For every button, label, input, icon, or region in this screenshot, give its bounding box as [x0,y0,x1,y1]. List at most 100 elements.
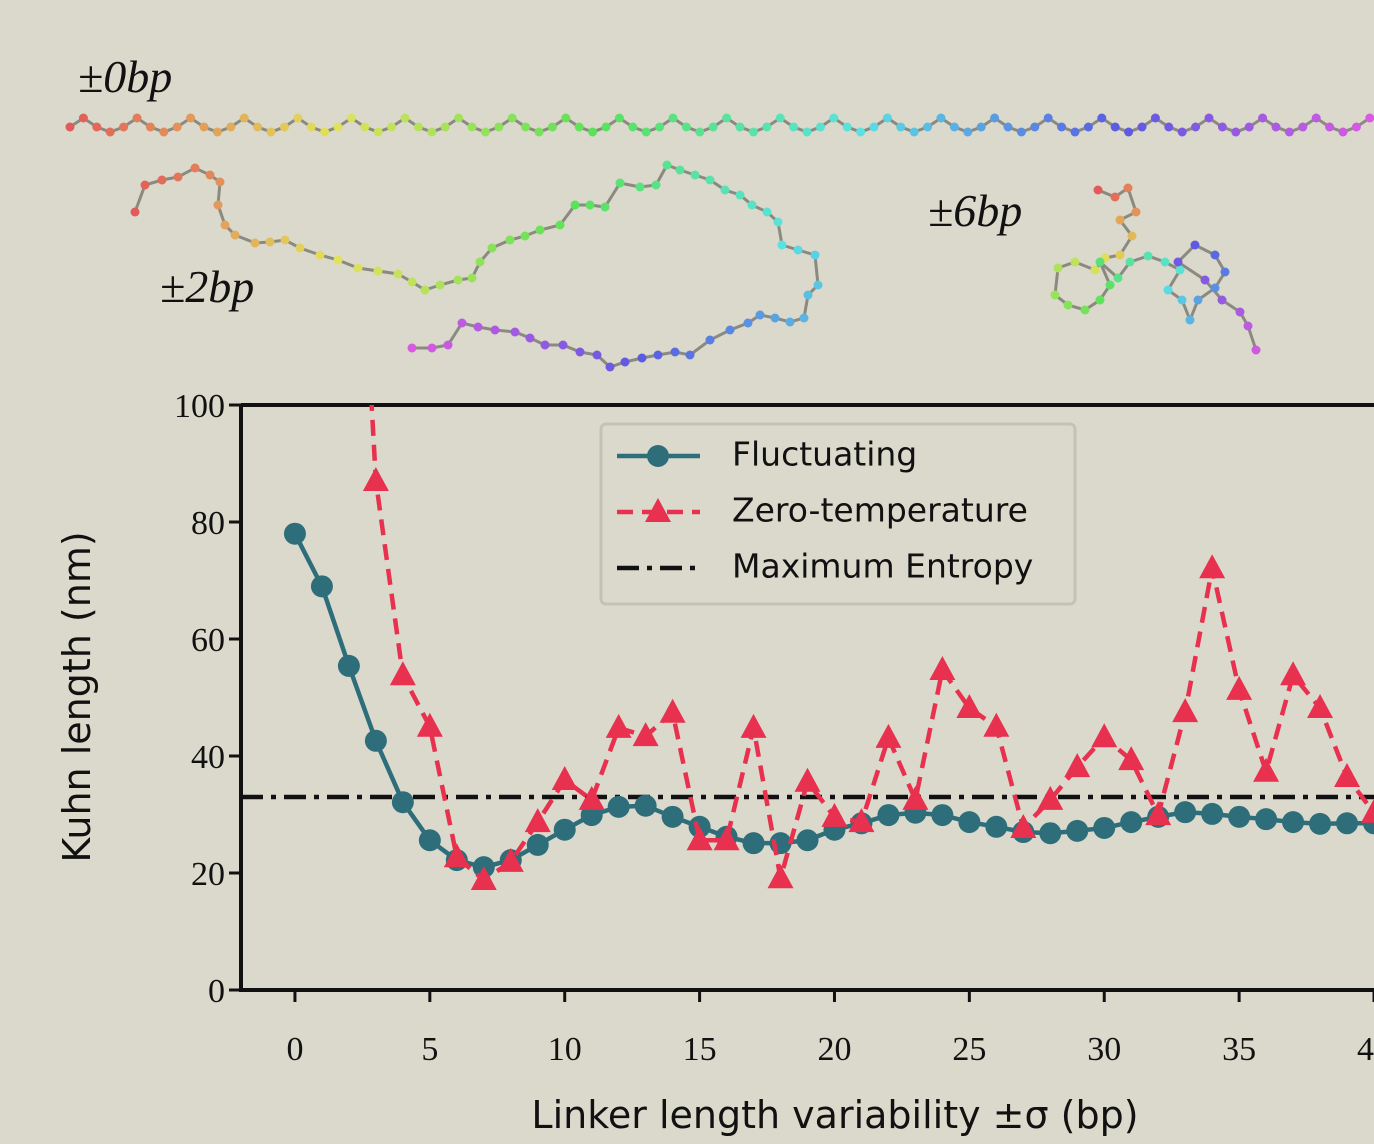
data-point [659,698,686,723]
polymer-bead [1210,283,1220,293]
polymer-bead [525,333,535,343]
polymer-bead [722,113,732,123]
polymer-bead [637,353,647,363]
data-point [713,826,740,851]
polymer-bead [635,182,645,192]
polymer-bead [1080,305,1090,315]
polymer-bead [705,335,715,345]
polymer-bead [239,113,249,123]
polymer-bead [265,237,275,247]
data-point [742,832,765,855]
polymer-bead [1095,295,1105,305]
polymer-bead [1105,280,1115,290]
polymer-bead [1137,122,1147,132]
polymer-bead [810,250,820,260]
legend: Fluctuating Zero-temperature Maximum Entro… [599,422,1077,606]
polymer-bead [212,127,222,137]
polymer-bead [520,231,530,241]
polymer-bead [725,325,735,335]
legend-label: Fluctuating [732,435,917,474]
polymer-bead [230,230,240,240]
data-point [1064,753,1091,778]
polymer-bead [226,122,236,132]
polymer-bead [220,220,230,230]
polymer-bead [1220,267,1230,277]
polymer-bead [628,122,638,132]
polymer-bead [1125,257,1135,267]
polymer-bead [1164,122,1174,132]
data-point [686,826,713,851]
polymer-bead [279,122,289,132]
data-point [1145,801,1172,826]
polymer-bead [510,327,520,337]
polymer-bead [215,177,225,187]
polymer-bead [869,122,879,132]
data-point [958,811,981,834]
polymer-bead [651,180,661,190]
polymer-bead [662,160,672,170]
polymer-bead [842,122,852,132]
polymer-bead [856,127,866,137]
polymer-bead [407,277,417,287]
polymer-bead [480,127,490,137]
polymer-bead [505,235,515,245]
x-tick-label: 15 [683,1031,717,1068]
polymer-bead [670,347,680,357]
data-point [283,522,306,545]
polymer-bead [293,113,303,123]
legend-label: Maximum Entropy [732,547,1033,586]
polymer-bond [69,116,1371,134]
y-tick-label: 100 [174,388,225,425]
data-point [310,575,333,598]
polymer-bead [762,122,772,132]
x-tick-label: 0 [286,1031,303,1068]
polymer-bead [1110,122,1120,132]
polymer-bead [173,172,183,182]
polymer-bead [802,127,812,137]
polymer-bead [1365,113,1374,123]
polymer-bead [1284,127,1294,137]
polymer-bead [668,113,678,123]
polymer-bead [1050,290,1060,300]
x-tick-label: 35 [1222,1031,1256,1068]
polymer-bead [813,280,823,290]
annotation: ±6bp [928,185,1022,236]
polymer-bead [105,127,115,137]
polymer-bead [1193,295,1203,305]
y-tick-label: 60 [191,622,225,659]
x-axis-label: Linker length variability ±σ (bp) [531,1093,1138,1137]
polymer-bead [1173,257,1183,267]
data-point [1309,812,1332,835]
data-point [875,723,902,748]
data-point [1201,802,1224,825]
data-point [526,833,549,856]
data-point [848,808,875,833]
polymer-bead [614,113,624,123]
polymer-bead [1351,122,1361,132]
polymer-bead [1200,275,1210,285]
polymer-bead [588,127,598,137]
polymer-bead [400,113,410,123]
y-tick-label: 0 [208,973,225,1010]
x-tick-label: 5 [421,1031,438,1068]
data-point [1255,808,1278,831]
polymer-bead [521,122,531,132]
polymer-bead [213,200,223,210]
polymer-bead [130,207,140,217]
polymer-bead [453,275,463,285]
polymer-bead [1115,215,1125,225]
data-point [767,864,794,889]
polymer-bead [641,127,651,137]
annotation: ±2bp [160,261,254,312]
polymer-bead [1083,122,1093,132]
polymer-bead [172,122,182,132]
polymer-bead [306,122,316,132]
polymer-bead [558,340,568,350]
polymer-bead [353,263,363,273]
data-point [364,729,387,752]
polymer-bead [1070,257,1080,267]
polymer-bead [1243,321,1253,331]
polymer-bead [829,113,839,123]
polymer-bead [1251,345,1261,355]
polymer-bead [882,113,892,123]
